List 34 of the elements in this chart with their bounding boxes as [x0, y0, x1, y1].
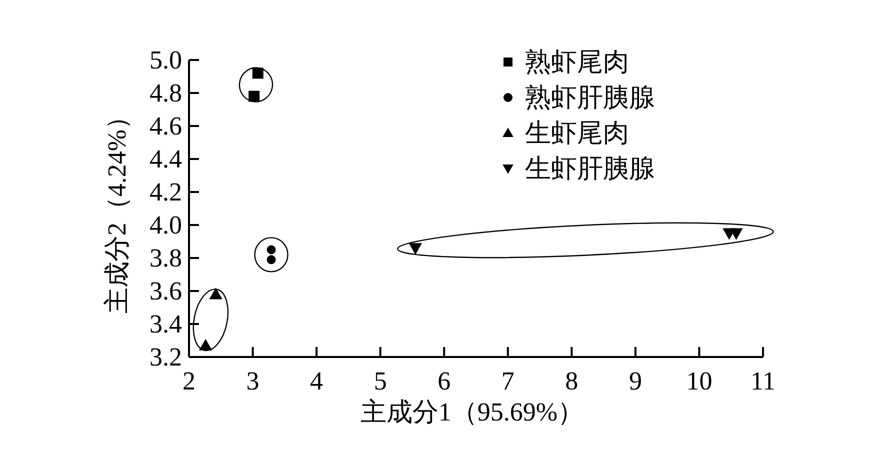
x-tick-label: 9 — [628, 366, 642, 396]
legend-label: 生虾肝胰腺 — [525, 154, 655, 183]
x-axis-title: 主成分1（95.69%） — [360, 398, 584, 426]
point — [252, 68, 264, 79]
x-tick-label: 11 — [750, 366, 776, 396]
point — [209, 288, 222, 300]
legend-label: 熟虾肝胰腺 — [525, 83, 655, 112]
y-tick-label: 4.8 — [150, 78, 182, 108]
y-tick-label: 3.2 — [150, 342, 182, 372]
point — [266, 255, 276, 264]
y-tick-label: 3.4 — [150, 310, 182, 338]
legend-label: 熟虾尾肉 — [525, 48, 629, 76]
y-tick-label: 4.0 — [150, 210, 182, 240]
x-tick-label: 10 — [686, 366, 712, 396]
y-tick-label: 3.6 — [150, 276, 182, 306]
x-tick-label: 2 — [182, 366, 196, 396]
y-tick-label: 3.8 — [150, 244, 182, 272]
y-tick-label: 4.2 — [150, 178, 182, 206]
point — [266, 245, 276, 254]
point — [408, 243, 422, 255]
x-tick-label: 5 — [374, 366, 387, 396]
x-tick-label: 3 — [246, 366, 260, 396]
y-axis-title: 主成分2（4.24%） — [102, 103, 132, 314]
y-tick-label: 5.0 — [150, 46, 182, 74]
point — [198, 338, 212, 350]
point — [248, 90, 260, 102]
y-tick-label: 4.4 — [150, 144, 182, 174]
x-tick-label: 7 — [501, 366, 514, 396]
point — [730, 228, 743, 240]
x-tick-label: 6 — [438, 366, 451, 396]
x-tick-label: 8 — [565, 366, 578, 396]
x-tick-label: 4 — [310, 366, 324, 396]
legend-label: 生虾尾肉 — [525, 118, 629, 148]
y-tick-label: 4.6 — [150, 112, 182, 140]
